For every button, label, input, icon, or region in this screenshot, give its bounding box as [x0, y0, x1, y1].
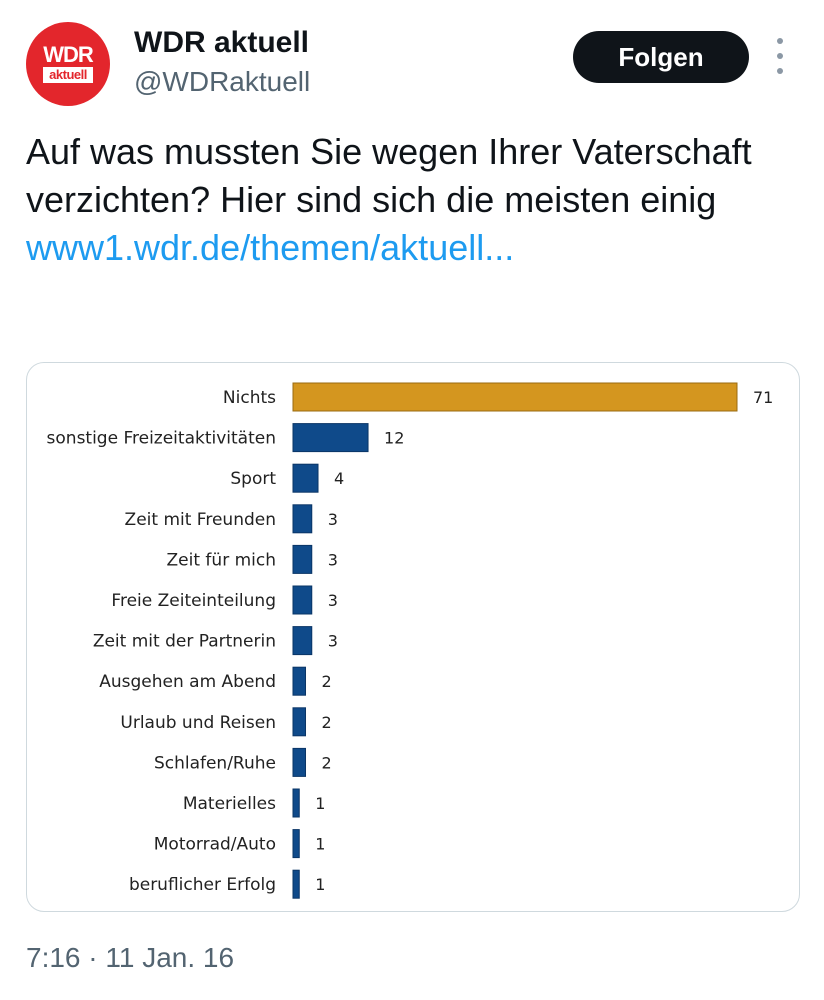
bar: [292, 829, 300, 859]
value-label: 3: [328, 591, 338, 610]
bar: [292, 382, 738, 412]
value-label: 2: [322, 713, 332, 732]
more-options-icon[interactable]: [770, 38, 790, 74]
category-label: Nichts: [223, 388, 276, 408]
bar: [292, 544, 313, 574]
value-label: 1: [315, 794, 325, 813]
wdr-logo-text: WDR: [43, 42, 94, 67]
value-label: 4: [334, 469, 344, 488]
avatar[interactable]: WDR aktuell: [26, 22, 110, 106]
value-label: 3: [328, 632, 338, 651]
value-label: 1: [315, 875, 325, 894]
category-label: Urlaub und Reisen: [120, 713, 276, 733]
bar: [292, 788, 300, 818]
bar: [292, 626, 313, 656]
value-label: 1: [315, 835, 325, 854]
category-label: Schlafen/Ruhe: [154, 753, 276, 773]
tweet-text: Auf was mussten Sie wegen Ihrer Vatersch…: [26, 128, 786, 272]
category-label: Sport: [230, 469, 276, 489]
tweet-link[interactable]: www1.wdr.de/themen/aktuell...: [26, 227, 515, 268]
bar: [292, 504, 313, 534]
dot: [777, 38, 783, 44]
category-label: Zeit mit Freunden: [125, 510, 276, 530]
value-label: 3: [328, 550, 338, 569]
category-label: Zeit für mich: [167, 550, 276, 570]
bar: [292, 666, 307, 696]
tweet-body: Auf was mussten Sie wegen Ihrer Vatersch…: [26, 131, 752, 220]
media-card[interactable]: Nichts 71 sonstige Freizeitaktivitäten 12 Sp…: [26, 362, 800, 912]
category-label: Zeit mit der Partnerin: [93, 632, 276, 652]
bar: [292, 585, 313, 615]
category-label: Materielles: [183, 794, 276, 814]
bar: [292, 707, 307, 737]
bar: [292, 747, 307, 777]
category-label: sonstige Freizeitaktivitäten: [47, 429, 276, 449]
account-name[interactable]: WDR aktuell: [134, 26, 310, 59]
value-label: 3: [328, 510, 338, 529]
timestamp[interactable]: 7:16 · 11 Jan. 16: [26, 942, 235, 973]
value-label: 12: [384, 429, 404, 448]
value-label: 2: [322, 753, 332, 772]
dot: [777, 68, 783, 74]
follow-button[interactable]: Folgen: [573, 31, 749, 83]
bar: [292, 463, 319, 493]
bar: [292, 423, 369, 453]
dot: [777, 53, 783, 59]
category-label: Freie Zeiteinteilung: [111, 591, 276, 611]
value-label: 71: [753, 388, 773, 407]
category-label: Motorrad/Auto: [154, 835, 276, 855]
category-label: beruflicher Erfolg: [129, 875, 276, 895]
wdr-logo-subtext: aktuell: [43, 67, 93, 83]
category-label: Ausgehen am Abend: [99, 672, 276, 692]
value-label: 2: [322, 672, 332, 691]
account-handle[interactable]: @WDRaktuell: [134, 66, 311, 97]
bar: [292, 869, 300, 899]
tweet-header: WDR aktuell WDR aktuell @WDRaktuell Folg…: [0, 0, 824, 120]
